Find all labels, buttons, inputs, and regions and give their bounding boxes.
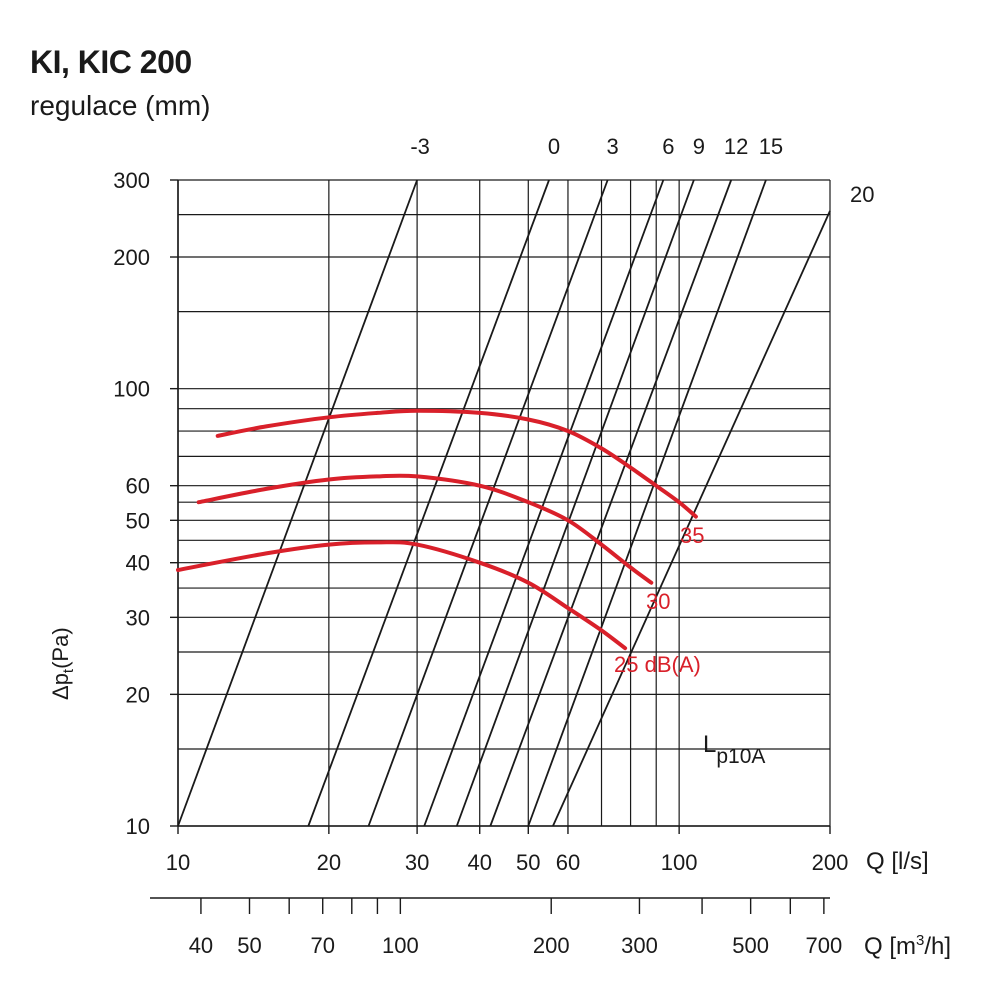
x2-tick-label: 500 (732, 933, 769, 958)
regulation-line (423, 179, 665, 827)
regulation-line (552, 210, 831, 827)
y-tick-label: 50 (126, 508, 150, 533)
sound-curve (176, 540, 628, 651)
regulation-line-label: 0 (548, 134, 560, 159)
sound-curve-label: 35 (680, 523, 704, 548)
y-axis-label-unit: (Pa) (48, 627, 73, 669)
regulation-line (367, 179, 609, 827)
regulation-line-label: 9 (693, 134, 705, 159)
x2-axis-label: Q [m3/h] (864, 932, 951, 960)
regulation-line (527, 179, 767, 827)
regulation-legend-main: L (703, 731, 716, 758)
grid (150, 179, 831, 914)
regulation-line-label: 6 (662, 134, 674, 159)
y-axis-label: Δpt(Pa) (48, 627, 77, 700)
y-axis-label-sub: t (60, 668, 77, 673)
x2-tick-label: 100 (382, 933, 419, 958)
x-axis-label: Q [l/s] (866, 848, 929, 875)
regulation-line (455, 179, 695, 827)
chart-subtitle: regulace (mm) (30, 90, 211, 121)
regulation-legend-label: Lp10A (703, 731, 765, 768)
y-tick-label: 60 (126, 474, 150, 499)
regulation-line (489, 179, 733, 827)
x-tick-label: 200 (812, 850, 849, 875)
chart-title: KI, KIC 200 (30, 44, 192, 80)
x-tick-label: 40 (467, 850, 491, 875)
y-tick-label: 20 (126, 682, 150, 707)
x2-axis-label-main: Q [m (864, 933, 916, 960)
x-tick-label: 60 (556, 850, 580, 875)
x2-axis-label-end: /h] (924, 933, 951, 960)
y-tick-label: 10 (126, 814, 150, 839)
regulation-line-label: -3 (410, 134, 430, 159)
x-tick-label: 30 (405, 850, 429, 875)
regulation-line-label: 12 (724, 134, 748, 159)
regulation-legend: Lp10A (703, 731, 765, 768)
x2-tick-label: 50 (237, 933, 261, 958)
sound-curve-label: 30 (646, 589, 670, 614)
sound-curve-label: 25 dB(A) (614, 652, 701, 677)
x2-tick-label: 40 (189, 933, 213, 958)
y-tick-label: 40 (126, 551, 150, 576)
x2-tick-label: 200 (533, 933, 570, 958)
regulation-line (307, 179, 550, 827)
sound-curves (176, 408, 698, 651)
x2-tick-label: 300 (621, 933, 658, 958)
regulation-line (177, 179, 418, 827)
y-tick-label: 30 (126, 605, 150, 630)
x-tick-label: 100 (661, 850, 698, 875)
y-tick-label: 300 (113, 168, 150, 193)
regulation-legend-sub: p10A (716, 745, 765, 768)
sound-curve (196, 473, 654, 585)
y-tick-label: 200 (113, 245, 150, 270)
regulation-lines (177, 179, 831, 827)
sound-curve (215, 408, 698, 519)
x-tick-label: 20 (317, 850, 341, 875)
x-tick-label: 10 (166, 850, 190, 875)
x2-axis-label-sup: 3 (916, 932, 924, 949)
regulation-line-label: 3 (607, 134, 619, 159)
x2-tick-label: 70 (310, 933, 334, 958)
y-tick-label: 100 (113, 377, 150, 402)
regulation-line-label: 15 (759, 134, 783, 159)
x2-tick-label: 700 (806, 933, 843, 958)
y-axis-label-main: Δp (48, 673, 73, 700)
x-tick-label: 50 (516, 850, 540, 875)
regulation-line-label: 20 (850, 182, 874, 207)
